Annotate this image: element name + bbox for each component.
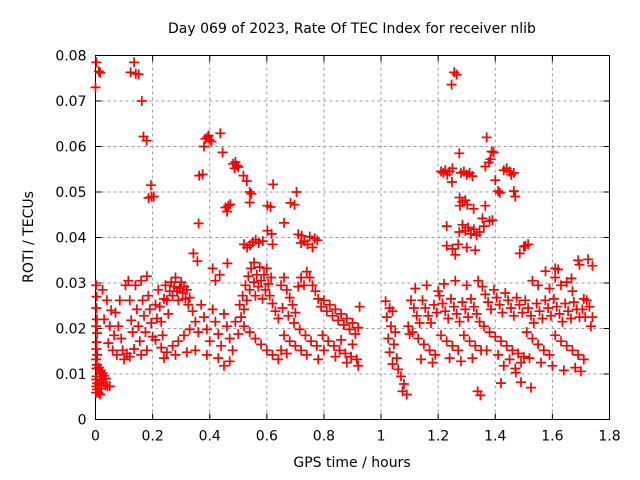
y-tick-label: 0.02 (55, 322, 86, 338)
x-tick-label: 0.2 (141, 429, 163, 445)
x-tick-label: 1.8 (598, 429, 620, 445)
x-tick-label: 0.8 (313, 429, 335, 445)
y-tick-label: 0.04 (55, 231, 86, 247)
y-axis-tick-labels: 0 0.01 0.02 0.03 0.04 0.05 0.06 0.07 0.08 (55, 49, 86, 429)
y-tick-label: 0.07 (55, 94, 86, 110)
axis-ticks (95, 55, 610, 420)
y-tick-label: 0.08 (55, 49, 86, 65)
y-tick-label: 0.06 (55, 140, 86, 156)
x-axis-tick-labels: 0 0.2 0.4 0.6 0.8 1 1.2 1.4 1.6 1.8 (91, 429, 621, 445)
x-tick-label: 1 (377, 429, 386, 445)
x-tick-label: 1.6 (541, 429, 563, 445)
plot-border (95, 55, 610, 420)
y-tick-label: 0 (78, 413, 87, 429)
chart-title: Day 069 of 2023, Rate Of TEC Index for r… (168, 21, 536, 37)
y-tick-label: 0.05 (55, 185, 86, 201)
x-tick-label: 0 (91, 429, 100, 445)
x-axis-label: GPS time / hours (293, 455, 410, 471)
gridlines (95, 55, 610, 420)
y-tick-label: 0.01 (55, 367, 86, 383)
x-tick-label: 1.2 (427, 429, 449, 445)
y-tick-label: 0.03 (55, 276, 86, 292)
x-tick-label: 1.4 (484, 429, 506, 445)
scatter-points (90, 57, 598, 401)
x-tick-label: 0.6 (256, 429, 278, 445)
y-axis-label: ROTI / TECUs (21, 191, 37, 283)
x-tick-label: 0.4 (199, 429, 221, 445)
